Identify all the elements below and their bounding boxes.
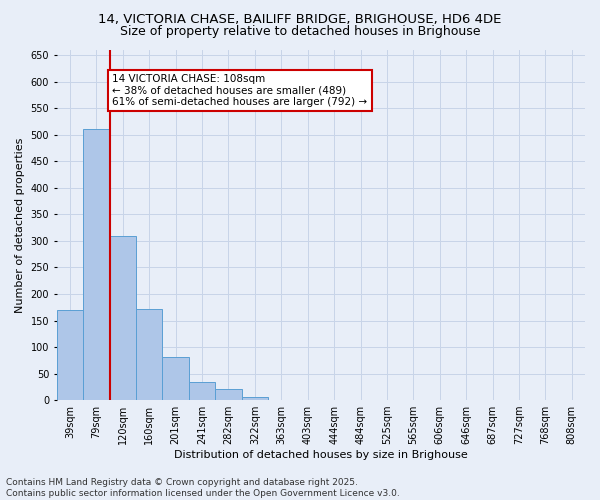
Bar bbox=[163, 357, 189, 400]
Bar bbox=[57, 310, 83, 400]
Text: Size of property relative to detached houses in Brighouse: Size of property relative to detached ho… bbox=[120, 25, 480, 38]
X-axis label: Distribution of detached houses by size in Brighouse: Distribution of detached houses by size … bbox=[174, 450, 468, 460]
Bar bbox=[242, 398, 268, 400]
Bar bbox=[110, 236, 136, 400]
Text: 14, VICTORIA CHASE, BAILIFF BRIDGE, BRIGHOUSE, HD6 4DE: 14, VICTORIA CHASE, BAILIFF BRIDGE, BRIG… bbox=[98, 12, 502, 26]
Text: 14 VICTORIA CHASE: 108sqm
← 38% of detached houses are smaller (489)
61% of semi: 14 VICTORIA CHASE: 108sqm ← 38% of detac… bbox=[112, 74, 367, 107]
Y-axis label: Number of detached properties: Number of detached properties bbox=[15, 138, 25, 312]
Text: Contains HM Land Registry data © Crown copyright and database right 2025.
Contai: Contains HM Land Registry data © Crown c… bbox=[6, 478, 400, 498]
Bar bbox=[215, 389, 242, 400]
Bar bbox=[83, 129, 110, 400]
Bar bbox=[189, 382, 215, 400]
Bar bbox=[136, 309, 163, 400]
